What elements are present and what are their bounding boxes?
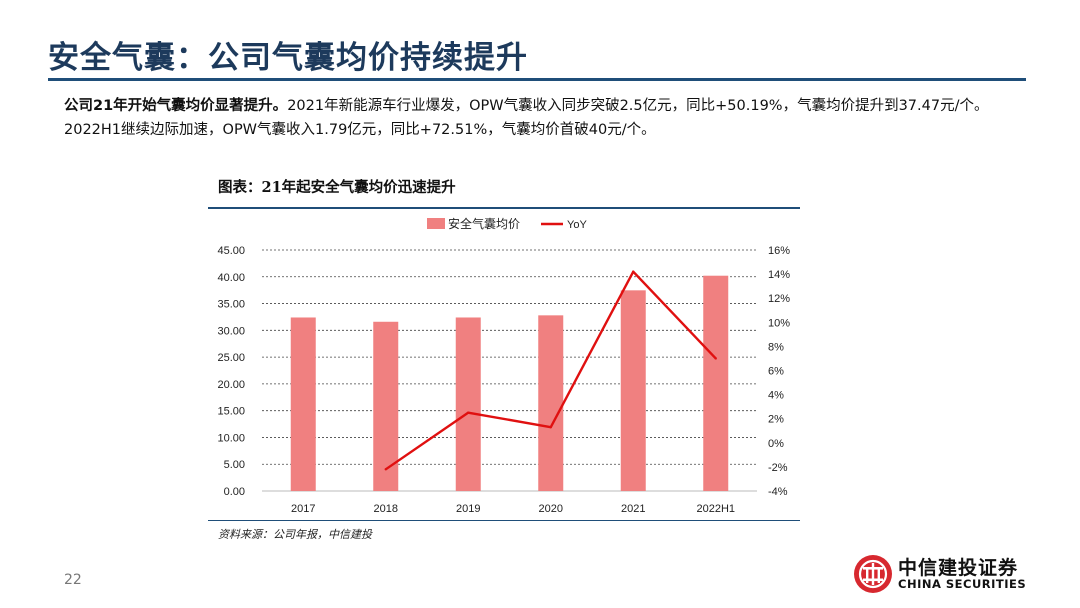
right-tick-label: 4%	[768, 390, 784, 402]
left-tick-label: 25.00	[217, 352, 245, 364]
left-tick-label: 0.00	[224, 486, 245, 498]
title-divider	[48, 78, 1026, 81]
left-tick-label: 10.00	[217, 432, 245, 444]
x-tick-label: 2021	[621, 503, 645, 515]
source-note: 资料来源：公司年报，中信建投	[218, 528, 372, 541]
left-tick-label: 45.00	[217, 245, 245, 257]
summary-paragraph: 公司21年开始气囊均价显著提升。2021年新能源车行业爆发，OPW气囊收入同步突…	[64, 94, 1024, 142]
logo-text-cn: 中信建投证券	[898, 557, 1019, 579]
x-tick-label: 2022H1	[696, 503, 735, 515]
legend-swatch-bars	[427, 218, 445, 229]
slide-title: 安全气囊：公司气囊均价持续提升	[48, 40, 528, 76]
x-tick-label: 2020	[539, 503, 563, 515]
left-tick-label: 30.00	[217, 325, 245, 337]
right-tick-label: -4%	[768, 486, 788, 498]
figure-title: 图表：21年起安全气囊均价迅速提升	[218, 179, 456, 196]
right-tick-label: 16%	[768, 245, 790, 257]
x-tick-label: 2018	[374, 503, 398, 515]
right-tick-label: 2%	[768, 414, 784, 426]
right-tick-label: 0%	[768, 438, 784, 450]
yoy-point	[714, 357, 717, 360]
left-tick-label: 40.00	[217, 272, 245, 284]
bar	[290, 317, 316, 491]
figure-bottom-divider	[208, 520, 800, 521]
bar	[703, 275, 729, 491]
right-tick-label: -2%	[768, 462, 788, 474]
summary-lead: 公司21年开始气囊均价显著提升。	[64, 98, 288, 114]
yoy-point	[467, 411, 470, 414]
legend-label-line: YoY	[567, 219, 587, 231]
summary-body: 2021年新能源车行业爆发，OPW气囊收入同步突破2.5亿元，同比+50.19%…	[64, 98, 989, 138]
company-logo: 中信建投证券 CHINA SECURITIES	[852, 553, 1027, 595]
bar	[455, 317, 481, 491]
right-tick-label: 12%	[768, 293, 790, 305]
bar	[373, 321, 399, 491]
left-tick-label: 35.00	[217, 299, 245, 311]
yoy-point	[549, 425, 552, 429]
right-tick-label: 14%	[768, 269, 790, 281]
yoy-point	[384, 468, 387, 471]
left-tick-label: 20.00	[217, 379, 245, 391]
bar	[538, 315, 564, 491]
logo-text-en: CHINA SECURITIES	[898, 577, 1027, 591]
right-tick-label: 6%	[768, 366, 784, 378]
figure-top-divider	[208, 207, 800, 209]
x-tick-label: 2017	[291, 503, 315, 515]
page-number: 22	[64, 572, 82, 588]
legend-label-bars: 安全气囊均价	[448, 216, 520, 231]
china-securities-logo-icon	[854, 555, 892, 593]
bar	[620, 290, 646, 491]
x-tick-label: 2019	[456, 503, 480, 515]
right-tick-label: 8%	[768, 341, 784, 353]
left-tick-label: 15.00	[217, 406, 245, 418]
left-tick-label: 5.00	[224, 459, 245, 471]
yoy-point	[632, 270, 635, 273]
right-tick-label: 10%	[768, 317, 790, 329]
